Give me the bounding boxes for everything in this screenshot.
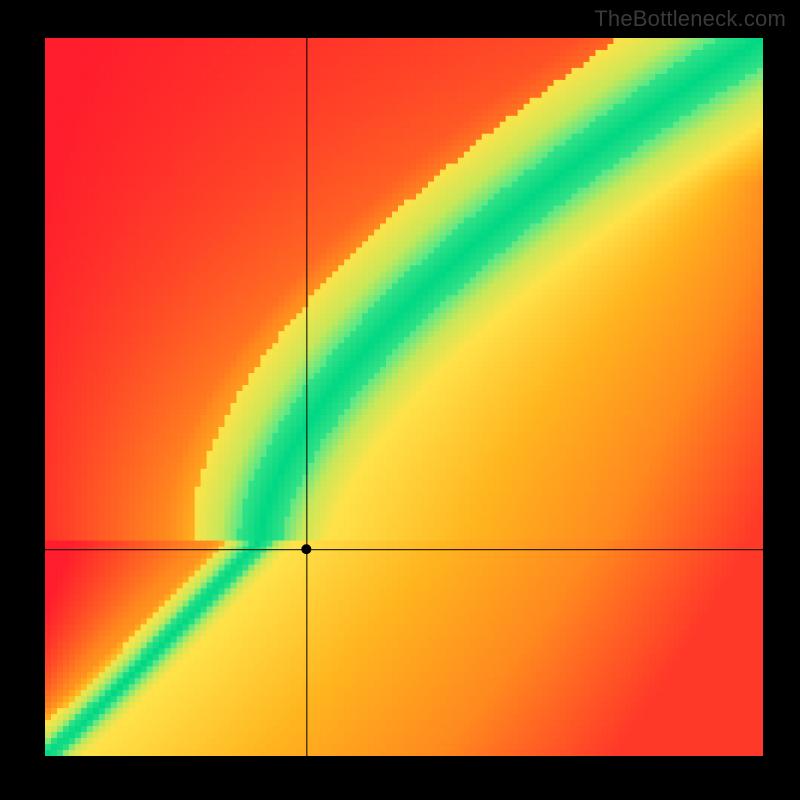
heatmap-canvas — [45, 38, 763, 756]
attribution-label: TheBottleneck.com — [594, 6, 786, 32]
chart-container: TheBottleneck.com — [0, 0, 800, 800]
heatmap-plot — [45, 38, 763, 756]
